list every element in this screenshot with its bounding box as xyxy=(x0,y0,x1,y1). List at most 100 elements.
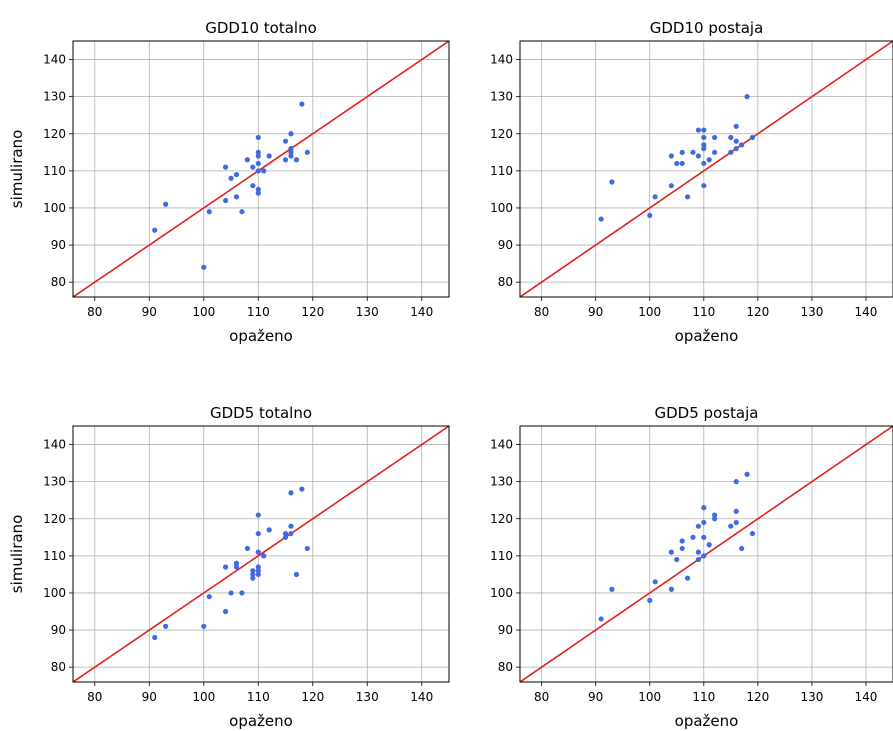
data-point xyxy=(233,564,240,570)
x-axis-label: opaženo xyxy=(229,327,293,345)
data-point xyxy=(288,131,294,137)
data-point xyxy=(152,227,158,233)
data-point xyxy=(733,519,739,526)
data-point xyxy=(293,571,300,578)
x-tick-label: 110 xyxy=(247,305,270,319)
data-point xyxy=(733,138,739,144)
y-tick-label: 130 xyxy=(43,475,66,489)
y-tick-label: 80 xyxy=(498,660,513,674)
data-point xyxy=(652,194,658,200)
y-tick-label: 90 xyxy=(51,238,66,252)
data-point xyxy=(282,138,289,144)
y-tick-label: 90 xyxy=(498,238,513,252)
data-point xyxy=(206,594,212,600)
data-point xyxy=(701,505,707,511)
identity-line xyxy=(520,426,893,682)
identity-line xyxy=(73,41,449,297)
data-point xyxy=(684,194,691,200)
data-point xyxy=(674,556,680,563)
y-tick-label: 120 xyxy=(43,127,66,141)
data-point xyxy=(228,175,234,181)
x-tick-label: 130 xyxy=(356,305,379,319)
data-point xyxy=(679,160,685,167)
data-point xyxy=(679,545,685,552)
subplot-title: GDD10 postaja xyxy=(650,19,764,37)
data-point xyxy=(288,153,294,159)
data-point xyxy=(288,149,294,155)
y-tick-label: 90 xyxy=(498,623,513,637)
x-tick-label: 140 xyxy=(410,690,433,704)
data-point xyxy=(299,101,305,107)
x-tick-label: 140 xyxy=(410,305,433,319)
data-point xyxy=(152,634,158,641)
data-point xyxy=(255,512,261,518)
y-tick-label: 80 xyxy=(51,660,66,674)
data-point xyxy=(712,134,718,141)
data-point xyxy=(266,527,272,533)
data-point xyxy=(706,542,712,548)
identity-line xyxy=(520,41,893,297)
data-point xyxy=(222,164,229,170)
data-point xyxy=(652,579,658,585)
y-axis-label: simulirano xyxy=(8,515,26,593)
data-point xyxy=(712,512,718,518)
x-tick-label: 130 xyxy=(800,690,823,704)
subplot-title: GDD10 totalno xyxy=(205,19,317,37)
data-point xyxy=(255,190,261,196)
data-point xyxy=(255,564,261,570)
data-point xyxy=(222,564,229,570)
data-point xyxy=(255,134,261,141)
data-point xyxy=(598,216,604,222)
data-point xyxy=(304,545,310,552)
data-point xyxy=(255,160,261,167)
data-point xyxy=(733,508,739,514)
data-point xyxy=(250,568,256,574)
subplot-3: 80 90 100 110 120 130 140 80 90 100 110 120 130 140 GD… xyxy=(8,404,450,730)
data-point xyxy=(749,530,756,537)
x-tick-label: 80 xyxy=(534,305,549,319)
x-axis-label: opaženo xyxy=(675,712,739,730)
y-tick-label: 110 xyxy=(43,549,66,563)
data-point xyxy=(222,608,229,615)
data-point xyxy=(282,530,289,537)
y-tick-label: 130 xyxy=(490,475,513,489)
data-point xyxy=(668,153,674,159)
data-point xyxy=(701,553,707,559)
y-tick-label: 110 xyxy=(490,549,513,563)
data-point xyxy=(647,597,653,603)
data-point xyxy=(255,168,261,174)
y-tick-label: 120 xyxy=(490,127,513,141)
data-point xyxy=(233,560,240,566)
data-point xyxy=(255,571,261,578)
y-tick-label: 80 xyxy=(51,275,66,289)
y-tick-label: 120 xyxy=(43,512,66,526)
data-point xyxy=(739,545,745,552)
data-point xyxy=(255,186,261,193)
x-tick-label: 90 xyxy=(588,690,603,704)
x-tick-label: 100 xyxy=(192,690,215,704)
data-point xyxy=(255,153,261,159)
data-point xyxy=(668,183,674,189)
data-point xyxy=(201,264,207,270)
y-tick-label: 130 xyxy=(490,90,513,104)
data-point xyxy=(679,538,685,544)
data-point xyxy=(288,145,294,152)
data-point xyxy=(282,534,289,540)
data-point xyxy=(609,179,615,185)
subplot-2: 80 90 100 110 120 130 140 80 90 100 110 120 130 140 GD… xyxy=(490,19,893,345)
x-axis-label: opaženo xyxy=(675,327,739,345)
data-point xyxy=(163,201,169,207)
data-point xyxy=(701,145,707,152)
data-point xyxy=(609,586,615,592)
x-tick-label: 90 xyxy=(142,305,157,319)
data-point xyxy=(695,127,701,133)
data-point xyxy=(288,530,294,537)
data-point xyxy=(282,157,289,163)
x-tick-label: 80 xyxy=(534,690,549,704)
data-point xyxy=(250,571,256,578)
axes-frame xyxy=(72,425,450,683)
data-point xyxy=(733,479,739,485)
data-point xyxy=(739,142,745,148)
data-point xyxy=(250,575,256,581)
